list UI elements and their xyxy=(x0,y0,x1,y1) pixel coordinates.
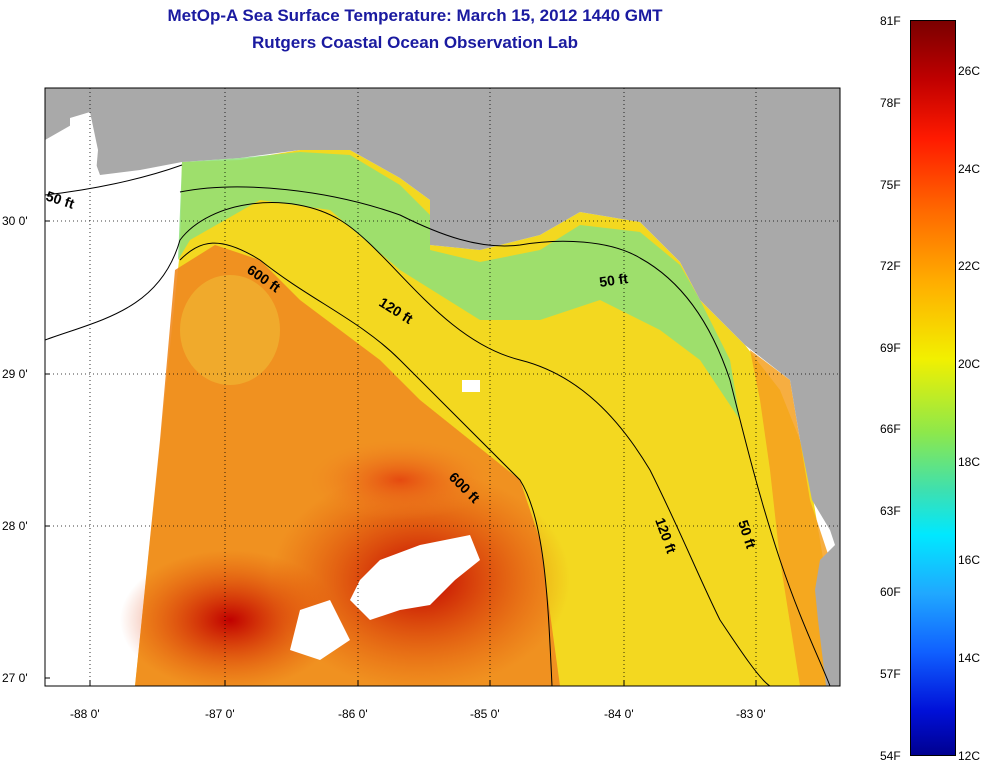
lat-tick-label: 29 0' xyxy=(2,367,28,381)
lon-tick-label: -86 0' xyxy=(338,707,368,721)
colorbar-f-label: 75F xyxy=(880,178,901,192)
colorbar-f-label: 57F xyxy=(880,667,901,681)
cloud-gap-south xyxy=(350,535,480,620)
isobath-50ft xyxy=(45,164,831,686)
colorbar-f-label: 60F xyxy=(880,585,901,599)
colorbar-c-label: 26C xyxy=(958,64,981,78)
lat-tick-label: 30 0' xyxy=(2,214,28,228)
lon-tick-label: -83 0' xyxy=(736,707,766,721)
graticule xyxy=(45,88,840,686)
land-mass xyxy=(45,88,840,560)
cool-nearshore-band xyxy=(178,152,740,420)
colorbar-f-label: 72F xyxy=(880,259,901,273)
colorbar-f-label: 81F xyxy=(880,14,901,28)
warm-core-southwest xyxy=(120,550,340,686)
lon-tick-label: -85 0' xyxy=(470,707,500,721)
contour-label: 50 ft xyxy=(598,270,629,290)
temperature-colorbar xyxy=(910,20,956,756)
warm-coastal-strip-east xyxy=(750,350,838,686)
map-title: MetOp-A Sea Surface Temperature: March 1… xyxy=(167,6,663,25)
colorbar-c-label: 14C xyxy=(958,651,981,665)
map-subtitle: Rutgers Coastal Ocean Observation Lab xyxy=(252,33,578,52)
colorbar-f-label: 54F xyxy=(880,749,901,763)
colorbar-c-label: 12C xyxy=(958,749,981,763)
lon-tick-label: -87 0' xyxy=(205,707,235,721)
colorbar-c-label: 18C xyxy=(958,455,981,469)
isobaths xyxy=(45,164,831,686)
colorbar-c-label: 22C xyxy=(958,259,981,273)
colorbar-f-label: 66F xyxy=(880,422,901,436)
colorbar-c-label: 20C xyxy=(958,357,981,371)
axis-ticks xyxy=(45,220,757,686)
warm-tongue xyxy=(310,440,490,520)
colorbar-f-label: 69F xyxy=(880,341,901,355)
colorbar-f-label: 63F xyxy=(880,504,901,518)
cooler-eddy xyxy=(180,275,280,385)
cloud-gap-south-2 xyxy=(290,600,350,660)
colorbar-c-label: 24C xyxy=(958,162,981,176)
lat-tick-label: 27 0' xyxy=(2,671,28,685)
plot-frame xyxy=(44,87,841,687)
isobath-600ft xyxy=(179,242,553,686)
isobath-120ft xyxy=(45,202,771,686)
cloud-gap-small xyxy=(462,380,480,392)
land-bay-west xyxy=(70,112,98,185)
lon-tick-label: -84 0' xyxy=(604,707,634,721)
colorbar-f-label: 78F xyxy=(880,96,901,110)
lat-tick-label: 28 0' xyxy=(2,519,28,533)
colorbar-c-label: 16C xyxy=(958,553,981,567)
land-peninsula-east xyxy=(815,540,840,686)
lon-tick-label: -88 0' xyxy=(70,707,100,721)
